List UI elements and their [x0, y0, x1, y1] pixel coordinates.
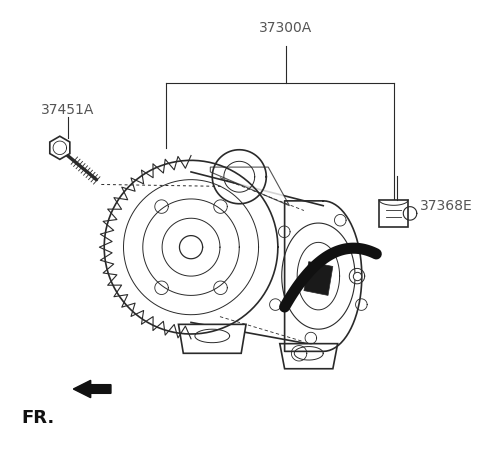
- Text: 37368E: 37368E: [420, 199, 472, 213]
- FancyArrow shape: [73, 380, 111, 398]
- Polygon shape: [210, 167, 289, 206]
- Polygon shape: [285, 201, 362, 352]
- Polygon shape: [50, 136, 70, 159]
- Text: 37300A: 37300A: [259, 21, 312, 35]
- Polygon shape: [280, 343, 337, 369]
- Text: FR.: FR.: [21, 409, 54, 427]
- Text: 37451A: 37451A: [41, 103, 94, 117]
- Polygon shape: [179, 324, 246, 353]
- Polygon shape: [304, 262, 333, 295]
- Polygon shape: [191, 172, 323, 347]
- Bar: [379, 200, 408, 227]
